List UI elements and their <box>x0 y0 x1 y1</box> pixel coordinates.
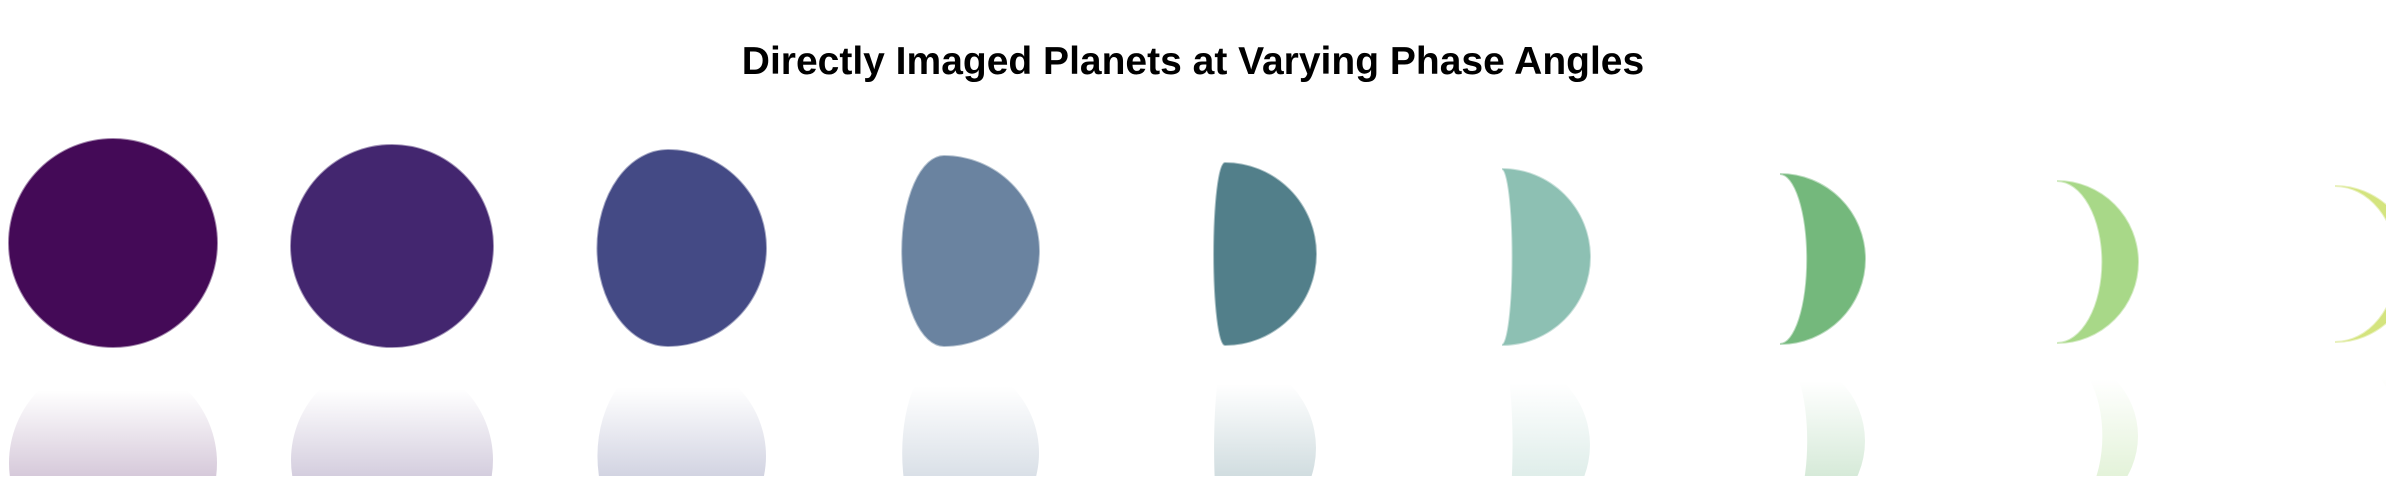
planet-6 <box>1501 168 1591 346</box>
planet-reflection-3 <box>597 358 766 476</box>
planet-9 <box>2334 185 2386 343</box>
planet-reflection-5 <box>1214 357 1316 476</box>
planet-reflection-1 <box>9 359 217 476</box>
planet-8 <box>2056 180 2139 344</box>
planet-reflection-6 <box>1502 357 1590 476</box>
planet-3 <box>596 148 767 348</box>
planet-reflection-8 <box>2057 355 2138 476</box>
planet-4 <box>901 154 1040 348</box>
planet-7 <box>1779 173 1866 345</box>
planet-reflection-7 <box>1780 356 1865 476</box>
planet-reflection-4 <box>902 358 1039 476</box>
page-title: Directly Imaged Planets at Varying Phase… <box>741 40 1645 83</box>
planet-reflection-9 <box>2335 354 2386 476</box>
planet-reflection-2 <box>291 359 493 476</box>
planet-5 <box>1213 161 1317 347</box>
planet-2 <box>289 144 495 348</box>
planet-1 <box>7 138 219 348</box>
